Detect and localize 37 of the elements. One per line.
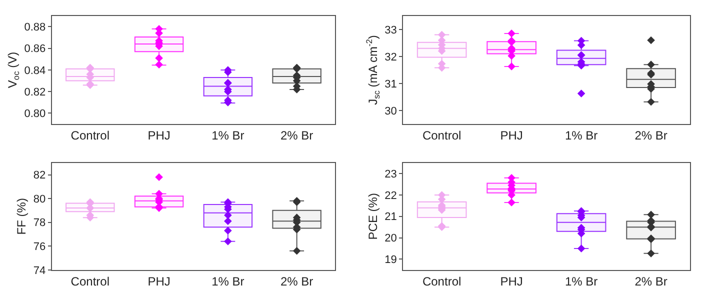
y-tick-label: 0.88 [24,22,46,34]
x-tick-label: Control [422,274,462,288]
y-tick-label: 0.82 [24,86,46,98]
y-axis-title: PCE (%) [366,193,380,240]
y-tick-label: 30 [384,105,397,118]
y-tick-label: 76 [33,240,46,253]
y-tick-label: 80 [33,193,46,206]
y-tick-label: 19 [384,254,397,266]
y-tick-label: 74 [33,264,46,277]
x-tick-label: PHJ [500,274,523,288]
y-tick-label: 82 [33,170,46,182]
x-tick-label: 1% Br [212,274,244,288]
x-tick-label: 2% Br [634,274,668,288]
x-tick-label: PHJ [500,128,523,142]
y-tick-label: 21 [384,211,397,224]
x-tick-label: Control [422,128,462,142]
x-tick-label: 2% Br [280,128,314,142]
y-tick-label: 31 [384,78,397,90]
x-tick-label: PHJ [148,274,170,288]
x-tick-label: 1% Br [564,128,598,142]
y-tick-label: 33 [384,24,397,36]
y-tick-label: 32 [384,51,397,64]
y-tick-label: 22 [384,190,397,202]
x-tick-label: Control [70,274,110,288]
y-tick-label: 0.86 [24,43,46,56]
y-tick-label: 23 [384,168,397,180]
y-axis-title: FF (%) [14,198,29,235]
x-tick-label: PHJ [148,128,170,142]
y-tick-label: 0.80 [24,108,46,120]
x-tick-label: 1% Br [212,128,244,142]
y-tick-label: 0.84 [24,64,46,77]
x-tick-label: 2% Br [280,274,314,288]
x-tick-label: 2% Br [634,128,668,142]
y-tick-label: 20 [384,232,397,245]
y-tick-label: 78 [33,217,46,230]
x-tick-label: 1% Br [564,274,598,288]
x-tick-label: Control [70,128,110,142]
